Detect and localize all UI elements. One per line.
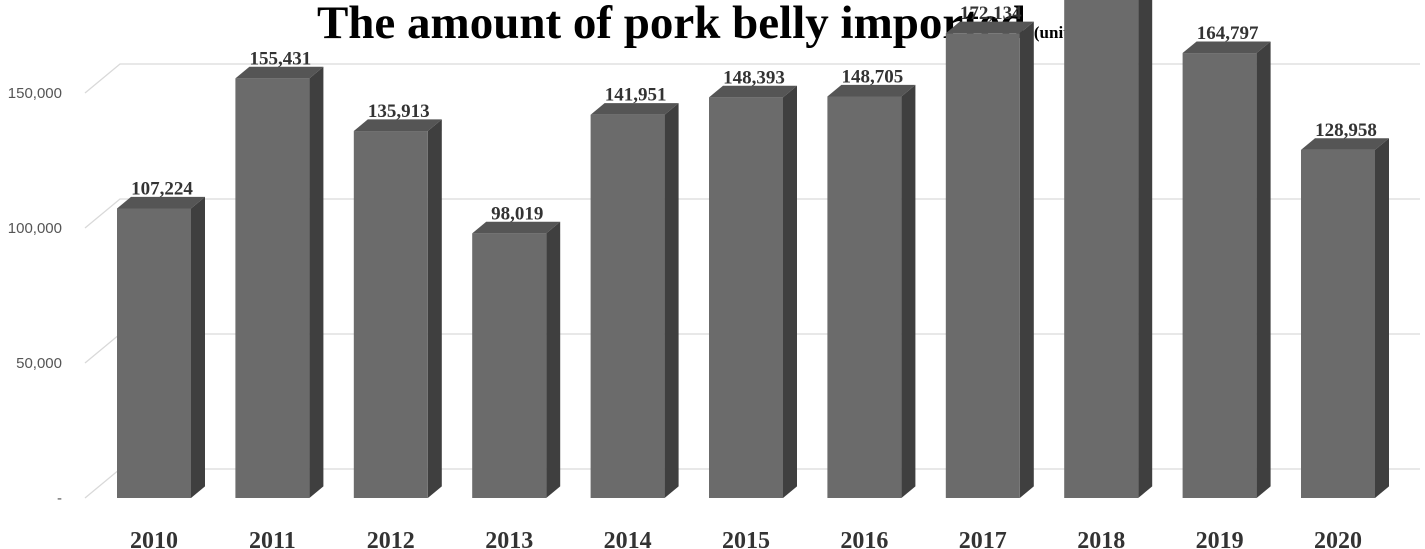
bar [235,78,310,498]
bar [1301,149,1375,498]
data-label: 128,958 [1315,120,1377,141]
bar [117,208,191,499]
x-tick-label: 2020 [1314,528,1362,549]
x-tick-label: 2015 [722,528,770,549]
bar-top [945,21,1034,34]
bar-side [546,221,561,498]
x-tick-label: 2010 [130,528,178,549]
data-label: 148,393 [723,67,785,88]
data-label: 107,224 [131,178,193,199]
x-tick-label: 2019 [1196,528,1244,549]
bar [1182,53,1257,499]
x-tick-label: 2011 [249,528,296,549]
bar-side [1256,41,1271,499]
bar-top [117,196,205,209]
bar-top [235,66,324,79]
bar-side [309,66,324,498]
bar [945,33,1020,499]
x-tick-label: 2014 [604,528,652,549]
bar [827,96,902,499]
bar-side [427,119,442,498]
x-tick-label: 2013 [485,528,533,549]
bar [353,131,428,498]
bar-top [353,119,442,132]
bar-side [1375,138,1389,499]
bar-side [901,84,916,499]
bar [1064,0,1139,499]
bar-side [664,103,679,499]
y-tick-label: 150,000 [8,85,62,102]
x-tick-label: 2018 [1077,528,1125,549]
bar-top [472,221,561,234]
data-label: 141,951 [605,85,667,106]
data-label: 172,134 [960,3,1022,24]
data-label: 164,797 [1197,23,1259,44]
bar-top [590,103,679,115]
data-label: 148,705 [842,66,904,87]
y-tick-label: - [57,490,62,507]
x-tick-label: 2016 [840,528,888,549]
bar-top [1301,138,1389,150]
bar [472,233,547,498]
bar-side [191,196,205,498]
y-tick-label: 50,000 [16,355,62,372]
data-label: 98,019 [491,203,543,224]
data-label: 135,913 [368,101,430,122]
bar-top [1182,41,1271,54]
bar-side [1138,0,1153,498]
bar-top [709,85,797,98]
bar-side [1019,21,1034,498]
bar [590,114,665,498]
chart-title: The amount of pork belly imported [316,0,1026,49]
bar-side [783,85,797,499]
bar-top [827,84,916,97]
x-tick-label: 2012 [367,528,415,549]
x-tick-label: 2017 [959,528,1007,549]
data-label: 155,431 [250,48,312,69]
y-tick-label: 100,000 [8,220,62,237]
bar [709,97,783,498]
